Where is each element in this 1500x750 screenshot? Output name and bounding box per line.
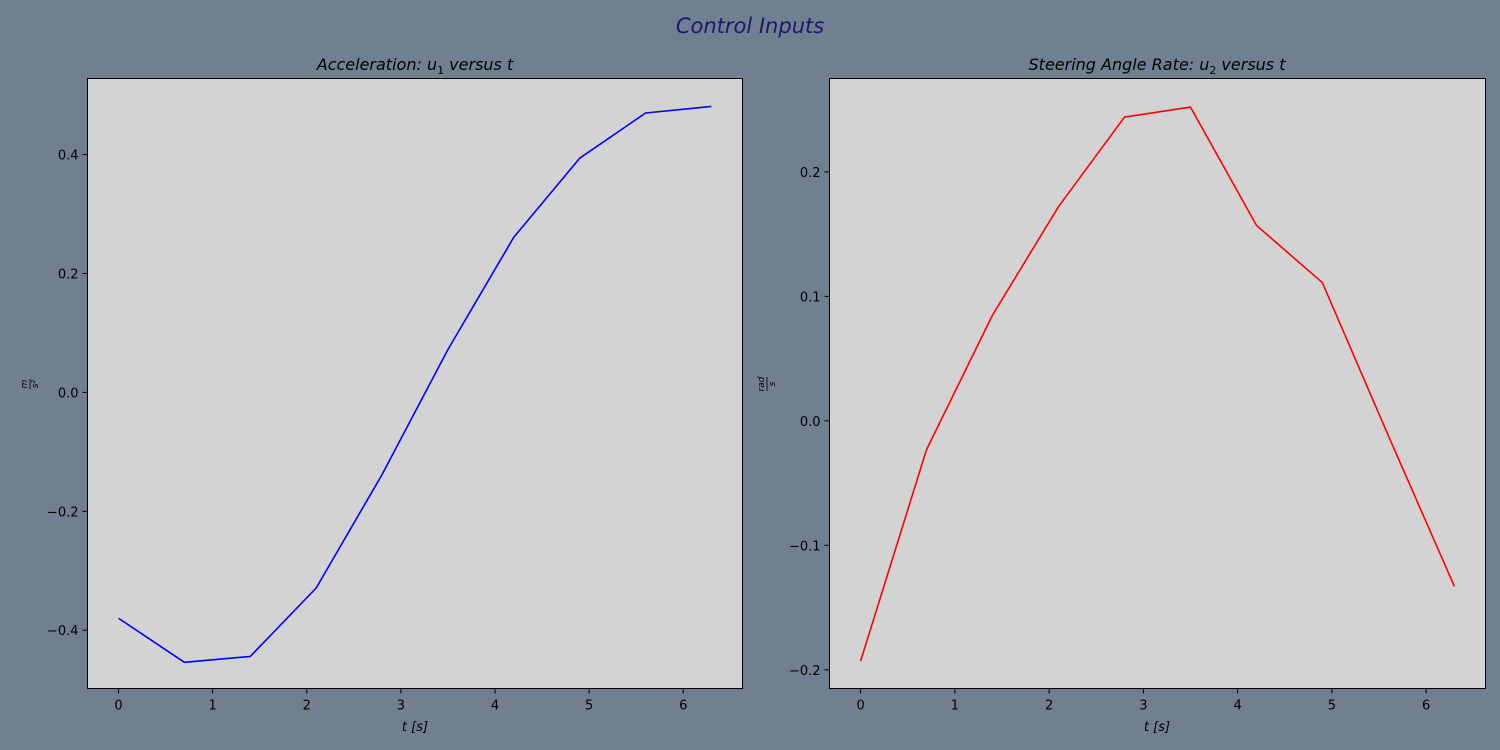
acceleration-plot-area bbox=[87, 78, 743, 689]
acceleration-xtick-label: 4 bbox=[491, 699, 499, 714]
steering-title: Steering Angle Rate: u2 versus t bbox=[1029, 55, 1287, 77]
acceleration-ytick-label: 0.2 bbox=[58, 268, 79, 283]
steering-xtick-label: 0 bbox=[856, 699, 864, 714]
acceleration-ytick-label: 0.0 bbox=[58, 386, 79, 401]
figure-title: Control Inputs bbox=[676, 14, 824, 38]
steering-ytick-label: −0.2 bbox=[789, 664, 821, 679]
steering-series-line bbox=[859, 106, 1456, 662]
acceleration-xtick-label: 1 bbox=[209, 699, 217, 714]
steering-xlabel: t [s] bbox=[1144, 720, 1170, 735]
steering-ylabel-numerator: rad bbox=[757, 376, 767, 391]
acceleration-ylabel-denominator: s² bbox=[31, 379, 41, 388]
acceleration-ytick-label: −0.2 bbox=[47, 505, 79, 520]
acceleration-ylabel-numerator: m bbox=[20, 379, 30, 388]
steering-xtick-label: 2 bbox=[1045, 699, 1053, 714]
acceleration-xlabel: t [s] bbox=[402, 720, 428, 735]
acceleration-series-line bbox=[118, 105, 712, 664]
steering-xtick-label: 1 bbox=[951, 699, 959, 714]
steering-ytick-label: 0.2 bbox=[800, 166, 821, 181]
steering-lines bbox=[859, 106, 1456, 662]
acceleration-lines bbox=[118, 105, 712, 664]
steering-plot-area bbox=[829, 78, 1486, 689]
acceleration-xtick-label: 0 bbox=[114, 699, 122, 714]
steering-ytick-label: 0.0 bbox=[800, 415, 821, 430]
acceleration-ticks: 0 1 2 3 4 5 6 −0.4 −0.2 0.0 0.2 0.4 bbox=[47, 149, 687, 714]
steering-panel: Steering Angle Rate: u2 versus t t [s] r… bbox=[757, 55, 1486, 735]
steering-ytick-label: 0.1 bbox=[800, 290, 821, 305]
steering-xtick-label: 6 bbox=[1422, 699, 1430, 714]
acceleration-xtick-label: 3 bbox=[397, 699, 405, 714]
acceleration-title: Acceleration: u1 versus t bbox=[316, 55, 514, 77]
acceleration-xtick-label: 6 bbox=[679, 699, 687, 714]
acceleration-ylabel: m s² bbox=[20, 379, 41, 389]
steering-ytick-label: −0.1 bbox=[789, 539, 821, 554]
steering-ylabel-denominator: s bbox=[768, 381, 778, 386]
steering-ylabel: rad s bbox=[757, 376, 778, 391]
steering-xtick-label: 5 bbox=[1328, 699, 1336, 714]
acceleration-xtick-label: 2 bbox=[303, 699, 311, 714]
acceleration-ytick-label: 0.4 bbox=[58, 149, 79, 164]
steering-xtick-label: 3 bbox=[1139, 699, 1147, 714]
steering-xtick-label: 4 bbox=[1233, 699, 1241, 714]
acceleration-xtick-label: 5 bbox=[585, 699, 593, 714]
acceleration-ytick-label: −0.4 bbox=[47, 624, 79, 639]
steering-ticks: 0 1 2 3 4 5 6 −0.2 −0.1 0.0 0.1 0.2 bbox=[789, 166, 1430, 714]
acceleration-panel: Acceleration: u1 versus t t [s] m s² 0 1 2… bbox=[20, 55, 743, 735]
